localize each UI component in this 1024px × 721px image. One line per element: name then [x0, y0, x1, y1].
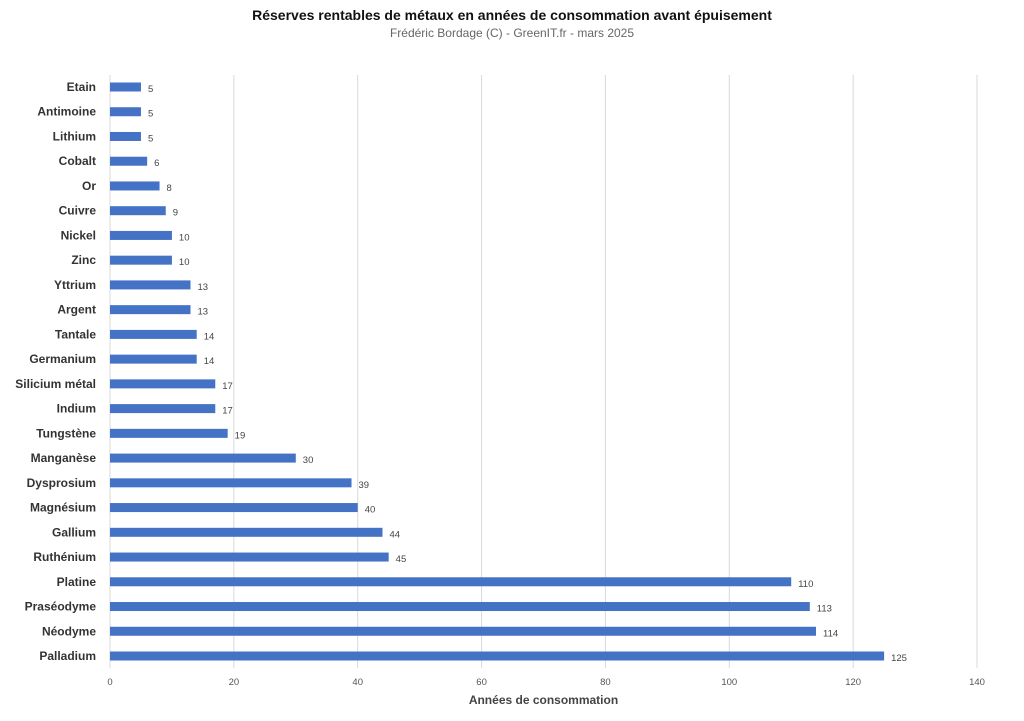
x-tick-label: 40 [352, 677, 363, 688]
bar [110, 453, 296, 463]
data-label: 6 [154, 158, 159, 169]
data-label: 10 [179, 232, 190, 243]
category-label: Dysprosium [27, 476, 96, 490]
data-label: 5 [148, 84, 153, 95]
bar [110, 527, 383, 537]
data-label: 113 [817, 604, 832, 615]
bar [110, 329, 197, 339]
x-tick-label: 80 [600, 677, 611, 688]
bar [110, 280, 191, 290]
x-tick-label: 100 [721, 677, 737, 688]
bar [110, 503, 358, 513]
bar [110, 305, 191, 315]
data-label: 14 [204, 331, 215, 342]
bar [110, 230, 172, 240]
data-label: 17 [222, 381, 233, 392]
chart-subtitle: Frédéric Bordage (C) - GreenIT.fr - mars… [389, 26, 635, 40]
bar [110, 354, 197, 364]
bar [110, 602, 810, 612]
category-label: Etain [67, 80, 96, 94]
x-tick-label: 140 [969, 677, 985, 688]
bar [110, 404, 216, 414]
chart-title: Réserves rentables de métaux en années d… [252, 7, 772, 23]
category-label: Ruthénium [33, 550, 96, 564]
data-label: 125 [891, 653, 907, 664]
data-label: 17 [222, 406, 233, 417]
category-label: Tantale [55, 327, 96, 341]
bar [110, 577, 792, 587]
data-label: 30 [303, 455, 314, 466]
category-label: Praséodyme [25, 600, 97, 614]
bar [110, 379, 216, 389]
bar [110, 156, 148, 166]
category-label: Germanium [29, 352, 96, 366]
category-label: Néodyme [42, 624, 96, 638]
category-label: Yttrium [54, 278, 96, 292]
category-label: Palladium [39, 649, 96, 663]
data-label: 13 [198, 307, 209, 318]
bar [110, 107, 141, 117]
category-label: Manganèse [31, 451, 97, 465]
category-label: Cobalt [59, 154, 96, 168]
bar [110, 552, 389, 562]
data-label: 45 [396, 554, 407, 565]
x-tick-label: 60 [476, 677, 487, 688]
category-label: Antimoine [37, 105, 96, 119]
bar [110, 428, 228, 438]
data-label: 5 [148, 109, 153, 120]
category-label: Lithium [53, 129, 96, 143]
category-label: Or [82, 179, 96, 193]
bar [110, 651, 885, 661]
category-label: Indium [57, 402, 96, 416]
x-tick-label: 20 [229, 677, 240, 688]
category-label: Platine [57, 575, 97, 589]
bar [110, 478, 352, 488]
x-axis-title: Années de consommation [469, 693, 618, 707]
category-label: Gallium [52, 525, 96, 539]
data-label: 8 [167, 183, 172, 194]
bar [110, 206, 166, 216]
category-label: Nickel [61, 228, 96, 242]
data-label: 10 [179, 257, 190, 268]
x-tick-label: 120 [845, 677, 861, 688]
category-label: Zinc [71, 253, 96, 267]
category-label: Tungstène [36, 426, 96, 440]
category-label: Silicium métal [15, 377, 96, 391]
bar [110, 181, 160, 191]
data-label: 14 [204, 356, 215, 367]
bar [110, 131, 141, 141]
data-label: 5 [148, 133, 153, 144]
data-label: 39 [359, 480, 370, 491]
data-label: 110 [798, 579, 813, 590]
bar [110, 626, 816, 636]
category-label: Magnésium [30, 501, 96, 515]
bar [110, 255, 172, 265]
bar [110, 82, 141, 92]
x-tick-label: 0 [107, 677, 112, 688]
data-label: 114 [823, 628, 838, 639]
data-label: 13 [198, 282, 209, 293]
category-label: Argent [57, 303, 96, 317]
data-label: 19 [235, 430, 246, 441]
data-label: 9 [173, 208, 178, 219]
data-label: 40 [365, 505, 376, 516]
category-label: Cuivre [59, 204, 97, 218]
data-label: 44 [389, 529, 400, 540]
